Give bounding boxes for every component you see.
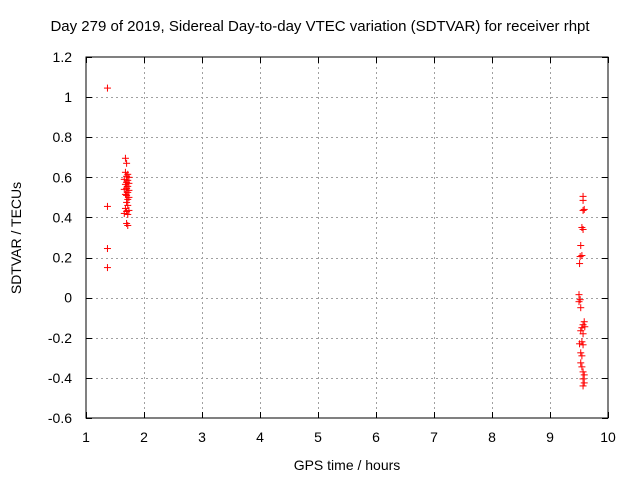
- data-point: [577, 359, 585, 367]
- y-tick-label: 0.6: [53, 169, 73, 185]
- plot-frame: [85, 56, 609, 419]
- data-point: [103, 202, 111, 210]
- data-point: [124, 195, 132, 203]
- x-tick-label: 4: [256, 429, 264, 445]
- data-point: [579, 196, 587, 204]
- chart-title: Day 279 of 2019, Sidereal Day-to-day VTE…: [50, 18, 590, 35]
- x-tick-label: 3: [198, 429, 206, 445]
- data-point: [577, 304, 585, 312]
- data-point: [576, 253, 584, 261]
- data-point: [580, 371, 588, 379]
- y-tick-label: -0.4: [48, 370, 72, 386]
- data-point: [580, 318, 588, 326]
- x-tick-label: 10: [600, 429, 616, 445]
- y-tick-label: 0.8: [53, 129, 73, 145]
- data-point: [103, 84, 111, 92]
- y-tick-label: -0.6: [48, 410, 72, 426]
- data-point: [575, 291, 583, 299]
- x-tick-label: 6: [372, 429, 380, 445]
- y-tick-label: -0.2: [48, 330, 72, 346]
- data-point: [578, 363, 586, 371]
- x-tick-label: 9: [546, 429, 554, 445]
- data-point: [124, 210, 132, 218]
- y-axis-label: SDTVAR / TECUs: [8, 181, 24, 295]
- data-point: [579, 375, 587, 383]
- data-point: [577, 349, 585, 357]
- data-point: [579, 225, 587, 233]
- data-point: [575, 298, 583, 306]
- data-point: [578, 324, 586, 332]
- data-point: [124, 221, 132, 229]
- data-point: [578, 352, 586, 360]
- data-point: [579, 330, 587, 338]
- data-point: [576, 340, 584, 348]
- data-point: [580, 379, 588, 387]
- data-point: [103, 264, 111, 272]
- data-point: [125, 179, 133, 187]
- data-point: [581, 323, 589, 331]
- y-tick-label: 1: [64, 89, 72, 105]
- data-point: [580, 205, 588, 213]
- axis-ticks: [86, 57, 609, 419]
- data-point: [579, 368, 587, 376]
- x-tick-label: 8: [488, 429, 496, 445]
- data-point: [120, 185, 128, 193]
- data-point: [578, 252, 586, 260]
- x-axis-label: GPS time / hours: [293, 457, 401, 473]
- data-point: [103, 245, 111, 253]
- y-tick-label: 0: [64, 290, 72, 306]
- data-point: [121, 190, 129, 198]
- y-tick-label: 0.2: [53, 250, 73, 266]
- data-point: [579, 341, 587, 349]
- y-tick-label: 0.4: [53, 209, 73, 225]
- x-tick-label: 5: [314, 429, 322, 445]
- x-tick-label: 7: [430, 429, 438, 445]
- data-point: [120, 209, 128, 217]
- tick-labels: 1 2 3 4 5 6 7 8 9 10 -0.6 -0.4 -0.2 0 0.2 0.4 0.6 0.8 1 1.2: [48, 49, 616, 445]
- data-point: [577, 242, 585, 250]
- data-point: [576, 260, 584, 268]
- data-point: [125, 173, 133, 181]
- data-point: [121, 154, 129, 162]
- x-tick-label: 2: [140, 429, 148, 445]
- data-point: [579, 382, 587, 390]
- grid-lines: [86, 57, 608, 418]
- x-tick-label: 1: [82, 429, 90, 445]
- data-point: [123, 159, 131, 167]
- data-point: [123, 198, 131, 206]
- data-points: [103, 84, 589, 390]
- y-tick-label: 1.2: [53, 49, 73, 65]
- data-point: [579, 206, 587, 214]
